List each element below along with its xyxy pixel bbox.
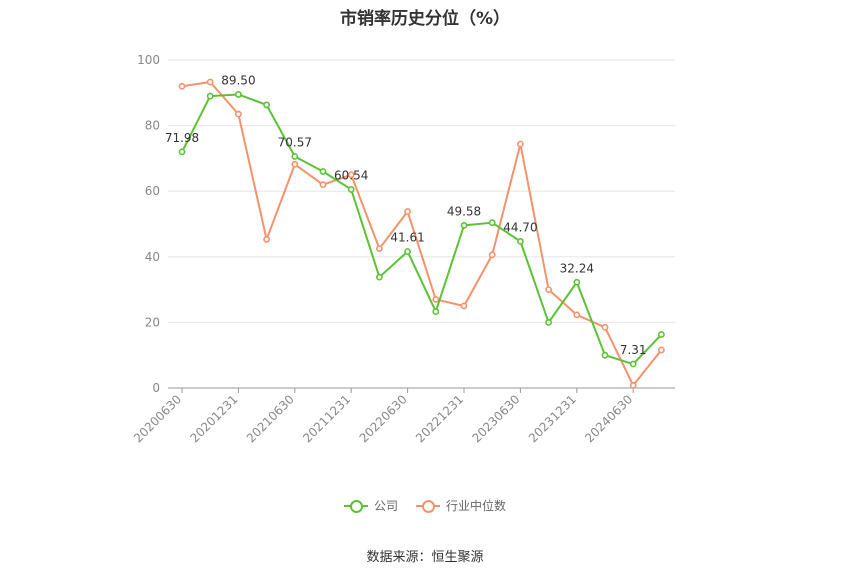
- data-point: [658, 331, 665, 338]
- data-point: [488, 219, 496, 227]
- series-lines: [178, 78, 665, 389]
- data-point: [460, 221, 468, 229]
- data-point: [658, 346, 665, 354]
- data-label: 41.61: [390, 231, 424, 245]
- legend-marker: [349, 499, 363, 513]
- y-tick-label: 100: [137, 53, 160, 67]
- legend-swatch: [343, 499, 368, 513]
- data-label: 71.98: [165, 131, 199, 145]
- data-point: [291, 160, 299, 168]
- data-point: [291, 153, 299, 160]
- data-label: 89.50: [221, 73, 255, 87]
- series-line: [181, 80, 663, 387]
- data-point: [517, 237, 524, 245]
- legend-item[interactable]: 公司: [343, 497, 398, 514]
- data-point: [404, 208, 411, 215]
- data-point: [545, 318, 552, 326]
- data-point: [206, 78, 214, 86]
- data-point: [545, 286, 552, 293]
- data-point: [517, 140, 524, 148]
- data-point: [234, 110, 242, 118]
- data-label: 7.31: [620, 343, 647, 357]
- data-label: 70.57: [278, 136, 312, 150]
- y-tick-label: 80: [145, 119, 160, 133]
- data-point: [263, 101, 270, 109]
- y-tick-label: 0: [152, 381, 160, 395]
- legend-swatch: [416, 499, 440, 513]
- chart-title: 市销率历史分位（%）: [339, 9, 511, 29]
- data-point: [488, 251, 496, 259]
- data-point: [629, 381, 637, 389]
- y-tick-label: 40: [145, 250, 160, 264]
- data-label: 60.54: [334, 168, 368, 182]
- y-tick-label: 20: [145, 315, 160, 329]
- data-point: [601, 323, 609, 331]
- data-point: [375, 245, 383, 252]
- series-line: [181, 93, 663, 366]
- data-point: [234, 91, 242, 98]
- x-tick-label: 20211231: [300, 392, 353, 445]
- data-point: [432, 308, 440, 315]
- data-point: [319, 168, 327, 175]
- data-point: [178, 82, 186, 90]
- x-tick-label: 20220630: [357, 392, 410, 445]
- data-point: [347, 171, 355, 179]
- data-point: [404, 248, 411, 255]
- legend-item[interactable]: 行业中位数: [416, 497, 506, 514]
- x-tick-label: 20221231: [413, 392, 466, 445]
- data-point: [263, 236, 270, 243]
- data-label: 44.70: [503, 220, 537, 234]
- x-tick-label: 20230630: [469, 392, 522, 445]
- data-point: [601, 351, 609, 359]
- data-point: [375, 273, 383, 281]
- data-point: [178, 148, 186, 156]
- y-tick-label: 60: [145, 184, 160, 198]
- data-point: [573, 278, 581, 286]
- data-source: 数据来源：恒生聚源: [366, 550, 484, 565]
- legend-label: 公司: [373, 499, 398, 513]
- data-point: [460, 302, 468, 310]
- data-point: [629, 360, 637, 368]
- legend-marker: [422, 499, 435, 513]
- data-point: [206, 92, 214, 100]
- data-point: [573, 311, 581, 319]
- data-label: 49.58: [447, 204, 481, 218]
- x-tick-label: 20200630: [131, 392, 184, 445]
- legend: 公司 行业中位数: [0, 497, 850, 514]
- data-point: [319, 181, 327, 189]
- x-tick-label: 20240630: [582, 392, 635, 445]
- axes: 0 20 40 60 80 100 20200630 20201231 20210630 2021…: [131, 53, 675, 445]
- data-labels: 71.98 89.50 70.57 60.54 41.61 49.58 44.70 32.24…: [165, 73, 647, 357]
- data-point: [347, 186, 355, 193]
- legend-label: 行业中位数: [446, 499, 507, 513]
- data-label: 32.24: [560, 261, 594, 275]
- x-tick-label: 20201231: [187, 392, 240, 445]
- x-tick-label: 20231231: [526, 392, 579, 445]
- data-point: [432, 296, 440, 303]
- x-tick-label: 20210630: [244, 392, 297, 445]
